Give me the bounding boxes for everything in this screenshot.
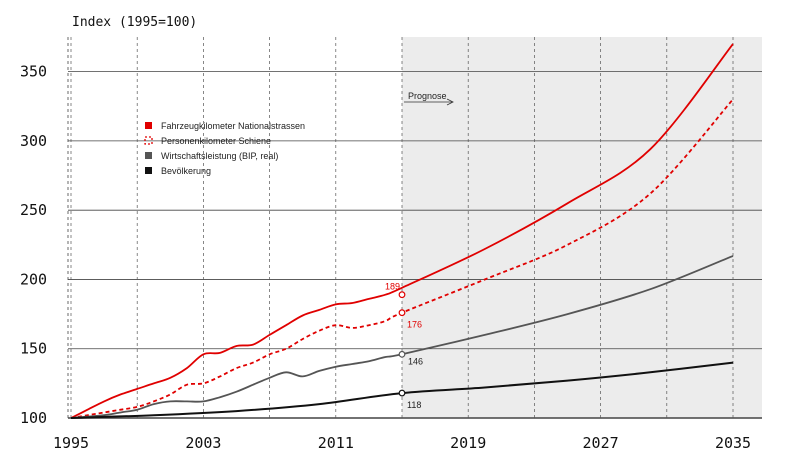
data-label: 118 (407, 400, 421, 410)
data-point-marker (398, 350, 406, 358)
x-tick-label: 1995 (53, 434, 89, 452)
y-tick-label: 150 (20, 340, 47, 358)
legend-swatch (144, 136, 153, 145)
y-axis: 100 150 200 250 300 350 (20, 63, 47, 427)
x-tick-label: 2003 (185, 434, 221, 452)
x-tick-label: 2027 (583, 434, 619, 452)
y-tick-label: 250 (20, 201, 47, 219)
data-label: 189 (385, 282, 400, 292)
data-label: 146 (408, 356, 423, 366)
legend-swatch (145, 167, 152, 174)
series-line-bip (70, 255, 734, 419)
legend-label: Wirtschaftsleistung (BIP, real) (161, 151, 278, 161)
x-tick-label: 2019 (450, 434, 486, 452)
data-label: 176 (407, 320, 422, 330)
x-tick-label: 2011 (318, 434, 354, 452)
legend-label: Personenkilometer Schiene (161, 136, 271, 146)
legend-swatch (145, 152, 152, 159)
forecast-arrow-head (446, 98, 454, 106)
legend: Fahrzeugkilometer Nationalstrassen Person… (144, 121, 305, 176)
data-point-marker (398, 291, 406, 299)
forecast-marker: Prognose (404, 91, 454, 106)
y-tick-label: 300 (20, 132, 47, 150)
series-line-schiene (70, 98, 734, 419)
y-tick-label: 350 (20, 63, 47, 81)
data-point-marker (398, 309, 406, 317)
y-tick-label: 100 (20, 409, 47, 427)
legend-label: Bevölkerung (161, 166, 211, 176)
forecast-label: Prognose (408, 91, 447, 101)
x-axis: 1995 2003 2011 2019 2027 2035 (53, 434, 751, 452)
data-point-marker (398, 389, 406, 397)
x-tick-label: 2035 (715, 434, 751, 452)
grid (67, 37, 762, 419)
legend-swatch (145, 122, 152, 129)
forecast-shading (402, 37, 762, 418)
annotations: 189 176 146 118 (385, 282, 423, 410)
chart-title: Index (1995=100) (72, 15, 197, 30)
y-tick-label: 200 (20, 270, 47, 288)
series-line-nationalstrassen (70, 43, 734, 419)
legend-label: Fahrzeugkilometer Nationalstrassen (161, 121, 305, 131)
